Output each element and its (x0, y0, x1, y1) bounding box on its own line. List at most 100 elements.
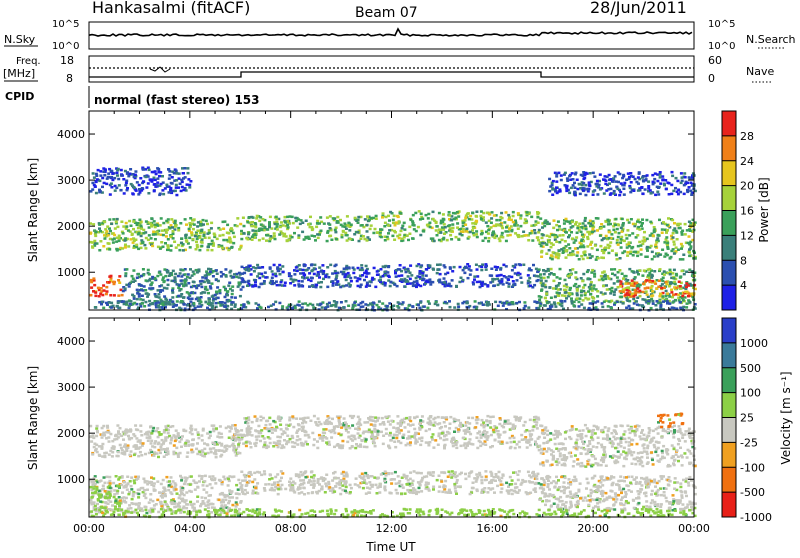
data-cell (443, 435, 446, 438)
data-cell (408, 233, 411, 236)
data-cell (392, 305, 395, 308)
data-cell (335, 274, 338, 277)
data-cell (127, 435, 130, 438)
data-cell (116, 174, 119, 177)
data-cell (486, 420, 489, 423)
data-cell (425, 274, 428, 277)
data-cell (303, 431, 306, 434)
nsky-panel: N.Sky 10^5 10^0 10^5 10^0 N.Search (4, 19, 796, 52)
data-cell (419, 419, 422, 422)
data-cell (397, 422, 400, 425)
data-cell (443, 233, 446, 236)
data-cell (131, 275, 134, 278)
data-cell (264, 271, 267, 274)
data-cell (324, 274, 327, 277)
data-cell (103, 289, 106, 292)
data-cell (636, 297, 639, 300)
data-cell (282, 235, 285, 238)
data-cell (206, 249, 209, 252)
data-cell (621, 273, 624, 276)
data-cell (665, 283, 668, 286)
data-cell (206, 432, 209, 435)
data-cell (380, 268, 383, 271)
data-cell (216, 286, 219, 289)
data-cell (675, 273, 678, 276)
data-cell (543, 304, 546, 307)
data-cell (676, 180, 679, 183)
data-cell (670, 289, 673, 292)
data-cell (648, 272, 651, 275)
data-cell (556, 192, 559, 195)
data-cell (591, 247, 594, 250)
data-cell (578, 223, 581, 226)
data-cell (263, 280, 266, 283)
data-cell (537, 231, 540, 234)
data-cell (138, 219, 141, 222)
data-cell (431, 438, 434, 441)
data-cell (590, 281, 593, 284)
data-cell (435, 221, 438, 224)
data-cell (544, 297, 547, 300)
data-cell (288, 424, 291, 427)
data-cell (673, 222, 676, 225)
data-cell (584, 254, 587, 256)
data-cell (209, 431, 212, 434)
data-cell (226, 300, 229, 303)
data-cell (448, 211, 451, 214)
data-cell (683, 193, 686, 196)
data-cell (196, 431, 199, 434)
data-cell (174, 220, 177, 223)
station-title: Hankasalmi (fitACF) (92, 0, 250, 17)
data-cell (190, 429, 193, 432)
data-cell (522, 264, 525, 267)
data-cell (179, 222, 182, 225)
data-cell (653, 255, 656, 257)
data-cell (194, 307, 197, 310)
data-cell (541, 285, 544, 288)
data-cell (442, 237, 445, 240)
data-cell (495, 219, 498, 222)
data-cell (186, 276, 189, 279)
data-cell (592, 297, 595, 300)
data-cell (559, 190, 562, 193)
data-cell (479, 445, 482, 448)
data-cell (199, 224, 202, 227)
data-cell (654, 244, 657, 247)
data-cell (610, 307, 613, 310)
data-cell (512, 215, 515, 218)
data-cell (170, 245, 173, 248)
data-cell (407, 239, 410, 242)
data-cell (634, 292, 637, 295)
data-cell (637, 176, 640, 179)
data-cell (409, 416, 412, 419)
data-cell (209, 287, 212, 290)
data-cell (688, 269, 691, 272)
data-cell (425, 268, 428, 271)
data-cell (613, 282, 616, 285)
data-cell (565, 250, 568, 253)
data-cell (177, 456, 180, 459)
data-cell (228, 445, 231, 448)
data-cell (188, 237, 191, 240)
data-cell (633, 285, 636, 288)
data-cell (684, 223, 687, 226)
data-cell (260, 429, 263, 432)
data-cell (484, 436, 487, 439)
data-cell (486, 439, 489, 442)
data-cell (418, 437, 421, 440)
data-cell (296, 226, 299, 229)
data-cell (543, 225, 546, 228)
data-cell (149, 278, 152, 281)
data-cell (180, 242, 183, 245)
data-cell (409, 420, 412, 423)
data-cell (191, 298, 194, 301)
data-cell (413, 428, 416, 431)
data-cell (277, 446, 280, 449)
data-cell (206, 223, 209, 226)
data-cell (425, 430, 428, 433)
data-cell (93, 443, 96, 446)
data-cell (612, 229, 615, 232)
data-cell (393, 230, 396, 233)
data-cell (629, 187, 632, 190)
data-cell (100, 287, 103, 290)
